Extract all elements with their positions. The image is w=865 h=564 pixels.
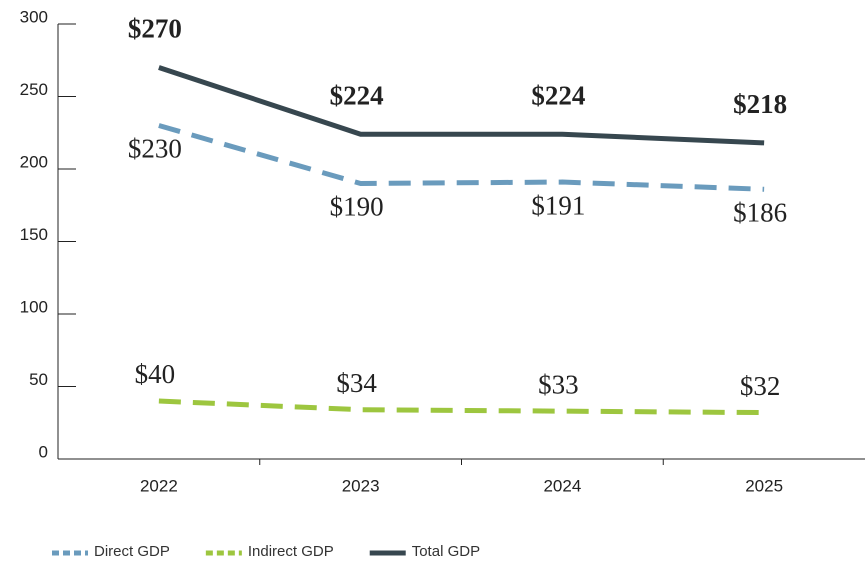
data-label: $270 <box>128 14 182 44</box>
data-label: $230 <box>128 134 182 164</box>
series-line <box>158 65 765 146</box>
y-tick-label: 100 <box>20 297 48 316</box>
x-tick-label: 2025 <box>745 476 783 495</box>
y-tick-label: 300 <box>20 7 48 26</box>
data-label: $32 <box>740 371 781 401</box>
legend-label: Indirect GDP <box>248 543 334 560</box>
data-label: $190 <box>330 192 384 222</box>
y-tick-label: 150 <box>20 225 48 244</box>
data-label: $33 <box>538 369 579 399</box>
series-line <box>158 398 765 416</box>
x-tick-label: 2023 <box>342 476 380 495</box>
x-tick-label: 2022 <box>140 476 178 495</box>
data-label: $34 <box>336 368 377 398</box>
data-label: $218 <box>733 89 787 119</box>
data-label: $191 <box>531 190 585 220</box>
legend-label: Total GDP <box>412 543 480 560</box>
y-tick-label: 50 <box>29 370 48 389</box>
y-tick-label: 250 <box>20 80 48 99</box>
data-label: $224 <box>330 80 384 110</box>
data-label: $40 <box>135 359 176 389</box>
data-label: $186 <box>733 198 787 228</box>
y-tick-label: 200 <box>20 152 48 171</box>
data-label: $224 <box>531 80 585 110</box>
legend-label: Direct GDP <box>94 543 170 560</box>
y-tick-label: 0 <box>39 442 48 461</box>
series-line <box>158 123 765 192</box>
x-tick-label: 2024 <box>543 476 581 495</box>
